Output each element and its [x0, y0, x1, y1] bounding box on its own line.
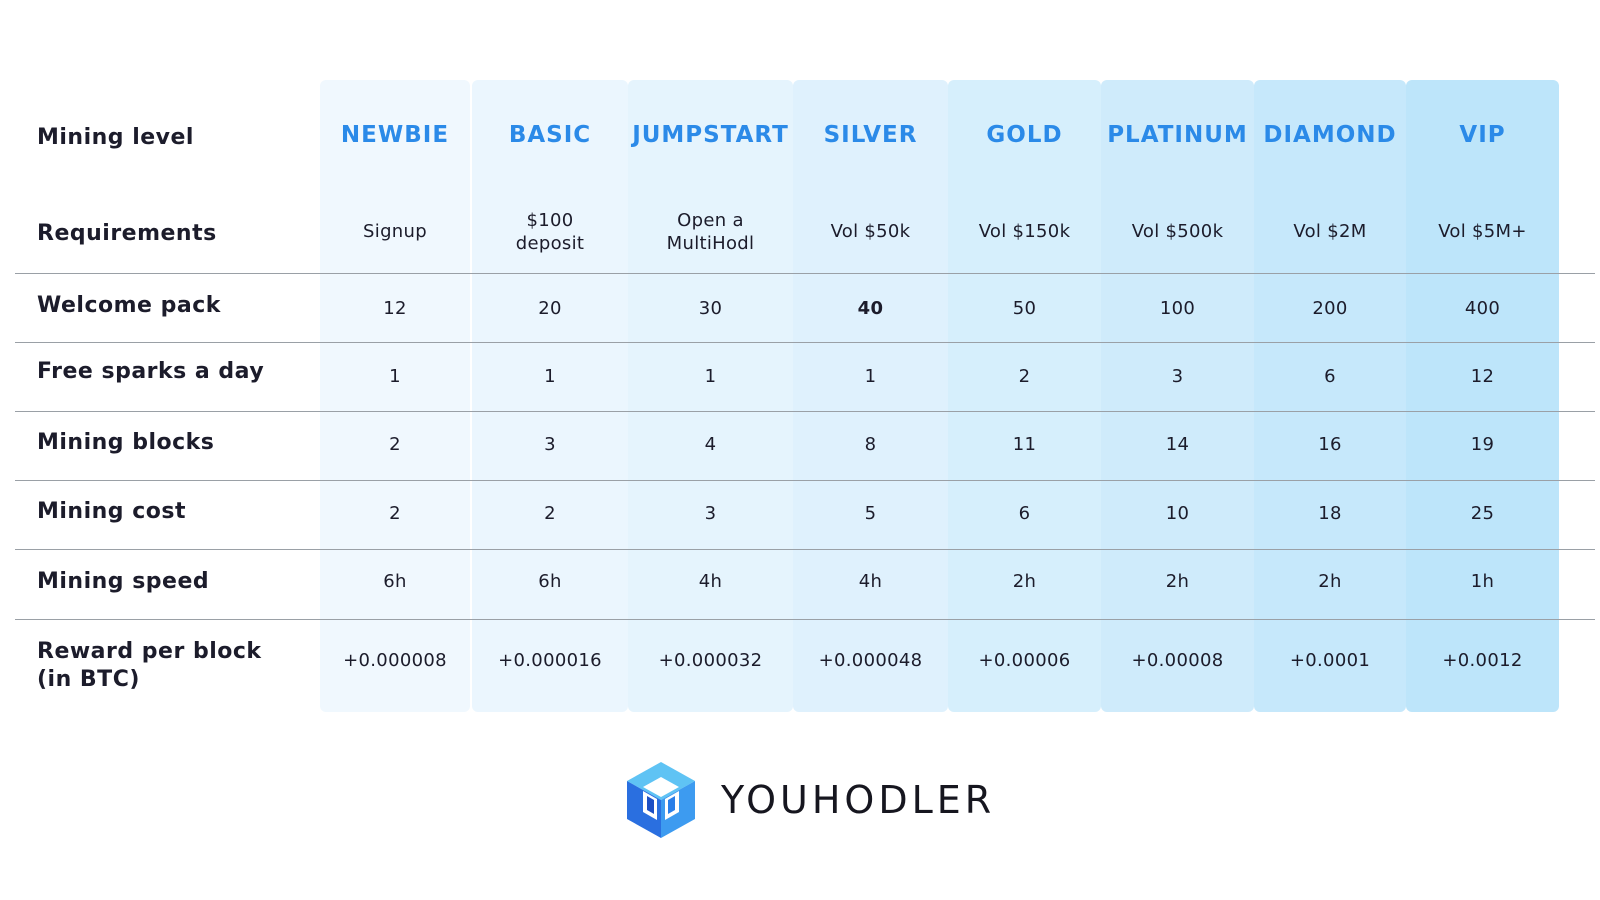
- cell-cost: 2: [389, 503, 401, 524]
- cell-welcome: 400: [1464, 298, 1501, 319]
- cell-cost: 6: [1018, 503, 1031, 524]
- requirement-cell: $100 deposit: [515, 210, 585, 254]
- level-header-jumpstart: JUMPSTART: [632, 122, 789, 148]
- column-bg-basic: [472, 80, 628, 712]
- column-bg-gold: [948, 80, 1101, 712]
- row-divider: [15, 342, 1595, 343]
- cell-speed: 2h: [1012, 571, 1037, 592]
- cell-blocks: 2: [389, 434, 401, 455]
- cell-cost: 2: [544, 503, 556, 524]
- column-bg-vip: [1406, 80, 1559, 712]
- cell-cost: 25: [1470, 503, 1495, 524]
- row-label-sparks: Free sparks a day: [37, 359, 265, 384]
- level-header-gold: GOLD: [986, 122, 1063, 148]
- cell-sparks: 1: [389, 366, 401, 387]
- cell-reward: +0.000016: [498, 650, 602, 671]
- column-bg-silver: [793, 80, 948, 712]
- cell-reward: +0.000048: [818, 650, 923, 671]
- cell-sparks: 3: [1171, 366, 1184, 387]
- cell-sparks: 1: [704, 366, 717, 387]
- cell-reward: +0.00006: [978, 650, 1071, 671]
- cell-sparks: 1: [544, 366, 556, 387]
- column-bg-jumpstart: [628, 80, 793, 712]
- cell-sparks: 1: [864, 366, 877, 387]
- cell-blocks: 16: [1318, 434, 1342, 455]
- cube-logo-icon: [627, 762, 695, 838]
- cell-speed: 4h: [858, 571, 883, 592]
- cell-reward: +0.0001: [1289, 650, 1371, 671]
- row-divider: [15, 411, 1595, 412]
- column-bg-diamond: [1254, 80, 1406, 712]
- cell-speed: 2h: [1318, 571, 1342, 592]
- row-label-welcome: Welcome pack: [37, 293, 221, 318]
- cell-blocks: 14: [1165, 434, 1190, 455]
- cell-cost: 5: [864, 503, 877, 524]
- cell-welcome: 20: [538, 298, 562, 319]
- row-divider: [15, 549, 1595, 550]
- cell-blocks: 8: [864, 434, 877, 455]
- cell-blocks: 11: [1012, 434, 1037, 455]
- row-label-reward: Reward per block (in BTC): [37, 639, 262, 692]
- requirement-cell: Open a MultiHodl: [666, 210, 755, 254]
- cell-welcome: 30: [698, 298, 723, 319]
- cell-speed: 6h: [383, 571, 407, 592]
- cell-welcome: 50: [1012, 298, 1037, 319]
- cell-reward: +0.0012: [1442, 650, 1523, 671]
- row-label-cost: Mining cost: [37, 499, 186, 524]
- level-header-diamond: DIAMOND: [1263, 122, 1397, 148]
- column-bg-newbie: [320, 80, 470, 712]
- cell-sparks: 6: [1324, 366, 1336, 387]
- cell-welcome: 12: [383, 298, 407, 319]
- cell-cost: 18: [1318, 503, 1342, 524]
- cell-reward: +0.00008: [1131, 650, 1224, 671]
- youhodler-logo: YOUHODLER: [623, 760, 995, 840]
- cell-sparks: 2: [1018, 366, 1031, 387]
- requirement-cell: Vol $50k: [830, 221, 911, 242]
- mining-levels-table: Mining level Requirements Welcome pack Free…: [15, 80, 1595, 712]
- cell-cost: 10: [1165, 503, 1190, 524]
- cell-speed: 1h: [1470, 571, 1495, 592]
- cell-blocks: 19: [1470, 434, 1495, 455]
- row-label-requirements: Requirements: [37, 221, 217, 246]
- cell-blocks: 4: [704, 434, 717, 455]
- requirement-cell: Vol $2M: [1293, 221, 1367, 242]
- cell-speed: 2h: [1165, 571, 1190, 592]
- cell-cost: 3: [704, 503, 717, 524]
- row-label-speed: Mining speed: [37, 569, 210, 594]
- cell-reward: +0.000008: [343, 650, 447, 671]
- cell-welcome: 40: [857, 298, 884, 319]
- level-header-silver: SILVER: [823, 122, 918, 148]
- requirement-cell: Vol $5M+: [1438, 221, 1527, 242]
- row-label-blocks: Mining blocks: [37, 430, 215, 455]
- cell-sparks: 12: [1470, 366, 1495, 387]
- row-divider: [15, 273, 1595, 274]
- level-header-vip: VIP: [1459, 122, 1506, 148]
- level-header-newbie: NEWBIE: [340, 122, 450, 148]
- requirement-cell: Vol $500k: [1131, 221, 1224, 242]
- row-label-level: Mining level: [37, 125, 194, 150]
- level-header-basic: BASIC: [508, 122, 592, 148]
- column-bg-platinum: [1101, 80, 1254, 712]
- level-header-platinum: PLATINUM: [1107, 122, 1248, 148]
- cell-blocks: 3: [544, 434, 556, 455]
- cell-welcome: 100: [1159, 298, 1196, 319]
- brand-name: YOUHODLER: [721, 778, 996, 822]
- cell-speed: 4h: [698, 571, 723, 592]
- cell-reward: +0.000032: [658, 650, 763, 671]
- requirement-cell: Signup: [363, 221, 427, 242]
- cell-speed: 6h: [538, 571, 562, 592]
- row-divider: [15, 619, 1595, 620]
- cell-welcome: 200: [1312, 298, 1348, 319]
- row-divider: [15, 480, 1595, 481]
- requirement-cell: Vol $150k: [978, 221, 1071, 242]
